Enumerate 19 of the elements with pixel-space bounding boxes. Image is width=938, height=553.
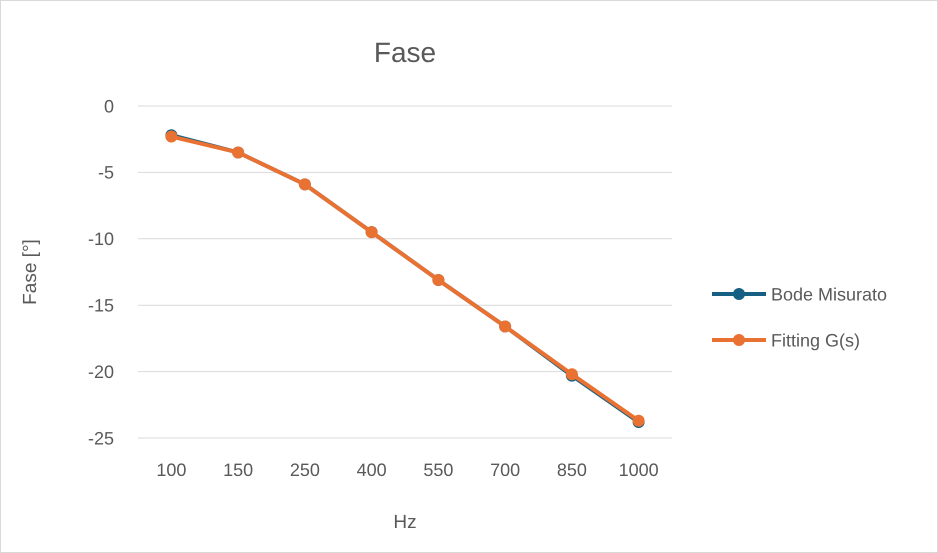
- x-tick-label: 250: [290, 460, 320, 480]
- legend-label: Bode Misurato: [771, 284, 888, 304]
- x-tick-label: 100: [156, 460, 186, 480]
- y-tick-label: -25: [88, 428, 114, 448]
- y-tick-label: -20: [88, 362, 114, 382]
- x-tick-label: 150: [223, 460, 254, 480]
- x-tick-label: 700: [490, 460, 520, 480]
- x-tick-label: 1000: [618, 460, 659, 480]
- x-tick-label: 400: [356, 460, 387, 480]
- legend-label: Fitting G(s): [771, 330, 860, 350]
- y-tick-label: 0: [104, 96, 114, 116]
- y-tick-label: -5: [98, 162, 114, 183]
- x-axis-title: Hz: [393, 512, 417, 533]
- y-tick-label: -15: [88, 296, 114, 316]
- y-tick-label: -10: [88, 229, 114, 250]
- y-axis-title: Fase [°]: [20, 239, 41, 305]
- chart-title: Fase: [374, 37, 436, 68]
- x-tick-label: 550: [423, 460, 454, 480]
- x-tick-label: 850: [556, 460, 587, 480]
